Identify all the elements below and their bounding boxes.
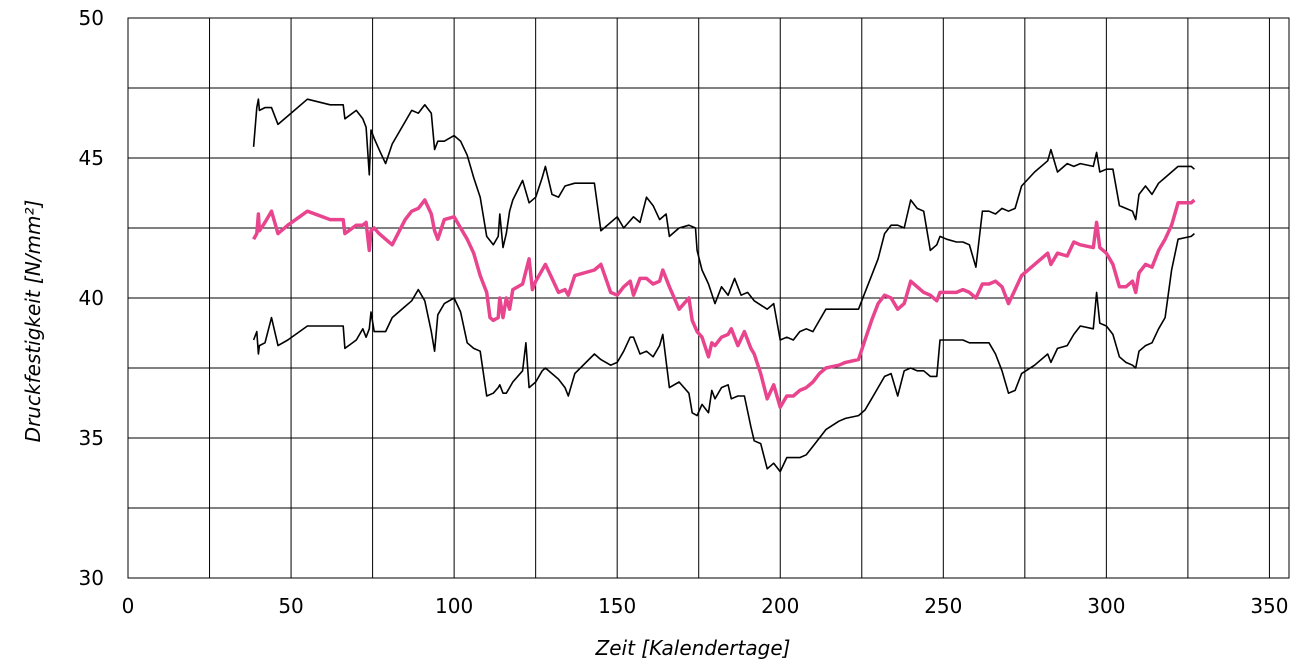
x-tick-labels: 0 50 100 150 200 250 300 350 [122, 594, 1289, 618]
x-tick-label: 50 [278, 594, 303, 618]
y-tick-label: 45 [79, 146, 104, 170]
x-axis-label: Zeit [Kalendertage] [595, 636, 791, 660]
series-group [252, 98, 1196, 473]
lower-bound-line [252, 232, 1195, 473]
x-tick-label: 100 [435, 594, 473, 618]
grid [127, 17, 1290, 579]
x-tick-label: 200 [761, 594, 799, 618]
x-tick-label: 0 [122, 594, 135, 618]
upper-bound-line [252, 98, 1195, 341]
x-tick-label: 300 [1087, 594, 1125, 618]
y-tick-label: 50 [79, 6, 104, 30]
x-tick-label: 150 [598, 594, 636, 618]
x-tick-label: 250 [924, 594, 962, 618]
x-tick-label: 350 [1250, 594, 1288, 618]
mean-line [252, 198, 1196, 409]
y-axis-label: Druckfestigkeit [N/mm²] [21, 200, 45, 443]
y-tick-label: 40 [79, 286, 104, 310]
y-tick-label: 30 [79, 566, 104, 590]
y-tick-labels: 30 35 40 45 50 [79, 6, 104, 590]
y-tick-label: 35 [79, 426, 104, 450]
